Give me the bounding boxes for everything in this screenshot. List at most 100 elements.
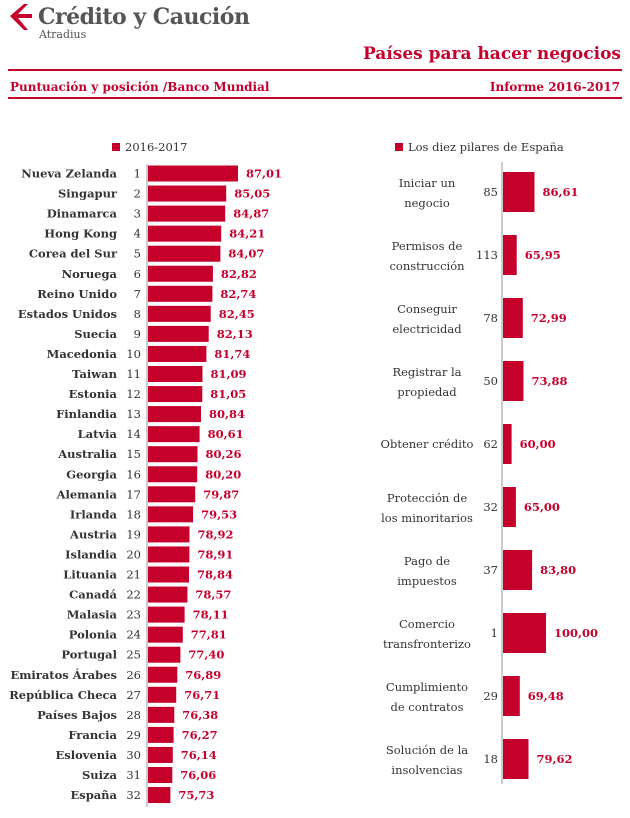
rank-label: 24	[126, 628, 141, 642]
ranking-bar	[148, 586, 188, 603]
pillar-label: Permisos de	[392, 239, 463, 253]
country-label: Noruega	[62, 267, 118, 281]
rank-label: 7	[134, 287, 141, 301]
value-label: 81,05	[210, 387, 246, 401]
pillar-bar	[503, 361, 524, 401]
pillar-bar	[503, 424, 512, 464]
value-label: 81,09	[211, 367, 247, 381]
value-label: 87,01	[246, 167, 282, 181]
rank-label: 23	[126, 608, 141, 622]
ranking-bar	[148, 265, 213, 282]
country-label: Latvia	[78, 427, 118, 441]
value-label: 82,74	[220, 287, 256, 301]
rank-label: 21	[126, 568, 141, 582]
pillar-bar	[503, 550, 533, 590]
pillar-value-label: 83,80	[540, 563, 576, 577]
pillar-value-label: 69,48	[528, 689, 564, 703]
rank-label: 19	[126, 527, 141, 541]
ranking-bar	[148, 325, 209, 342]
pillar-label: insolvencias	[391, 763, 462, 777]
value-label: 80,61	[208, 427, 244, 441]
value-label: 78,92	[198, 527, 234, 541]
ranking-bar	[148, 787, 171, 804]
country-label: Suiza	[82, 768, 118, 782]
rank-label: 16	[126, 467, 141, 481]
value-label: 80,84	[209, 407, 245, 421]
country-label: España	[70, 788, 117, 802]
country-label: Australia	[57, 447, 117, 461]
pillar-value-label: 73,88	[532, 374, 568, 388]
country-label: Taiwan	[72, 367, 118, 381]
country-label: Lituania	[63, 568, 117, 582]
legend-swatch-icon	[395, 143, 403, 151]
ranking-bar	[148, 446, 198, 463]
pillar-rank-label: 85	[483, 185, 498, 199]
pillar-label: Protección de	[387, 491, 467, 505]
pillar-label: Iniciar un	[399, 176, 456, 190]
country-label: Estonia	[69, 387, 118, 401]
country-label: Reino Unido	[37, 287, 117, 301]
right-legend: Los diez pilares de España	[395, 140, 564, 154]
ranking-bar	[148, 506, 194, 523]
value-label: 78,84	[197, 568, 233, 582]
value-label: 76,71	[184, 688, 220, 702]
pillar-value-label: 60,00	[520, 437, 556, 451]
pillar-label: negocio	[404, 196, 450, 210]
pillar-rank-label: 50	[483, 374, 498, 388]
ranking-bar	[148, 486, 196, 503]
pillar-label: de contratos	[390, 700, 463, 714]
value-label: 82,82	[221, 267, 257, 281]
pillar-label: transfronterizo	[383, 637, 471, 651]
rank-label: 13	[126, 407, 141, 421]
ranking-bar	[148, 767, 173, 783]
left-legend-label: 2016-2017	[125, 140, 188, 154]
ranking-bar	[148, 686, 177, 703]
value-label: 76,89	[185, 668, 221, 682]
value-label: 79,53	[201, 507, 237, 521]
pillar-label: Cumplimiento	[386, 680, 468, 694]
rank-label: 27	[126, 688, 141, 702]
country-label: República Checa	[9, 688, 117, 702]
ranking-bar	[148, 386, 203, 403]
country-label: Suecia	[74, 327, 117, 341]
pillar-label: Pago de	[404, 554, 450, 568]
pillar-label: impuestos	[397, 574, 457, 588]
top-divider	[8, 69, 622, 71]
page-title: Países para hacer negocios	[362, 44, 621, 64]
ranking-bar	[148, 406, 201, 423]
brand-name: Crédito y Caución	[38, 4, 250, 30]
rank-label: 29	[126, 728, 141, 742]
ranking-bar	[148, 426, 200, 443]
rank-label: 12	[126, 387, 141, 401]
country-label: Nueva Zelanda	[21, 167, 117, 181]
rank-label: 22	[126, 588, 141, 602]
pillar-label: Solución de la	[386, 743, 468, 757]
country-label: Países Bajos	[37, 708, 117, 722]
country-label: Alemania	[56, 487, 118, 501]
rank-label: 26	[126, 668, 141, 682]
ranking-bar	[148, 546, 190, 563]
pillar-label: construcción	[389, 259, 465, 273]
pillar-bar	[503, 739, 529, 779]
pillar-label: Registrar la	[392, 365, 461, 379]
subtitle-divider	[8, 97, 622, 99]
value-label: 77,40	[188, 648, 224, 662]
country-label: Georgia	[66, 467, 117, 481]
value-label: 84,07	[228, 247, 264, 261]
subtitle-left: Puntuación y posición /Banco Mundial	[10, 80, 270, 94]
value-label: 77,81	[191, 628, 227, 642]
pillar-label: Conseguir	[397, 302, 457, 316]
pillar-rank-label: 18	[483, 752, 498, 766]
rank-label: 10	[126, 347, 141, 361]
pillar-rank-label: 37	[483, 563, 498, 577]
value-label: 76,38	[182, 708, 218, 722]
left-legend: 2016-2017	[112, 140, 187, 154]
rank-label: 31	[126, 768, 141, 782]
ranking-bar	[148, 165, 238, 182]
value-label: 76,06	[180, 768, 216, 782]
value-label: 82,45	[219, 307, 255, 321]
rank-label: 4	[134, 227, 141, 241]
value-label: 75,73	[178, 788, 214, 802]
rank-label: 5	[134, 247, 141, 261]
